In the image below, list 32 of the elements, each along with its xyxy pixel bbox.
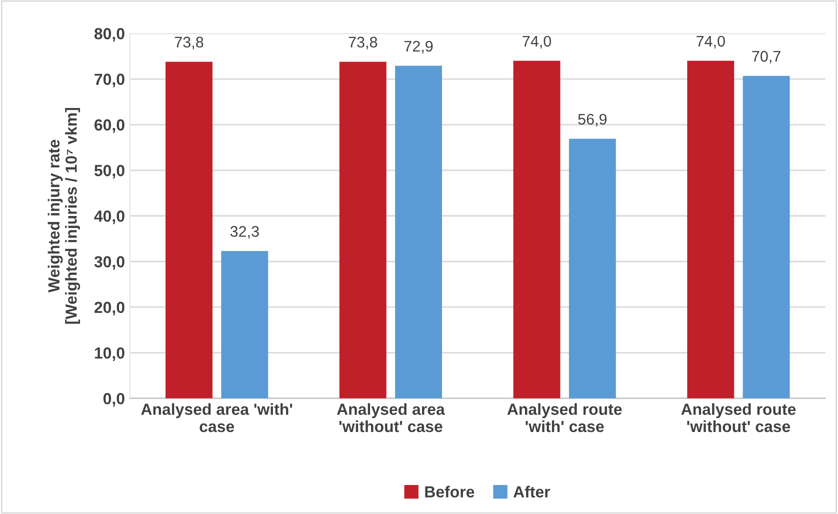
y-tick-label: 20,0 (94, 302, 124, 316)
x-tick-label: Analysed route 'without' case (681, 403, 796, 432)
data-label: 74,0 (696, 36, 725, 48)
y-tick-label: 50,0 (94, 164, 124, 179)
bar (166, 62, 212, 398)
data-label: 70,7 (752, 50, 780, 64)
y-axis-title: Weighted injury rate [Weighted injuries / 10⁷ vkm] (48, 108, 80, 324)
y-tick-label: 10,0 (94, 347, 124, 361)
bar (221, 251, 268, 398)
y-tick-label: 80,0 (94, 28, 124, 42)
y-tick-label: 60,0 (94, 119, 124, 133)
legend-label: Before (425, 486, 474, 498)
bar (742, 76, 790, 398)
bar (513, 60, 560, 398)
data-label: 56,9 (578, 114, 607, 126)
y-tick-label: 40,0 (94, 210, 124, 224)
data-label: 73,8 (348, 36, 378, 50)
y-tick-label: 70,0 (94, 74, 124, 88)
y-tick-label: 0,0 (103, 392, 124, 407)
bar (395, 66, 442, 398)
x-tick-label: Analysed area 'with' case (141, 403, 292, 432)
bar (339, 62, 386, 398)
data-label: 72,9 (404, 40, 433, 54)
legend-label: After (513, 486, 550, 498)
data-label: 74,0 (522, 36, 552, 48)
data-label: 32,3 (230, 226, 259, 239)
x-tick-label: Analysed area 'without' case (336, 403, 445, 432)
y-tick-label: 30,0 (94, 256, 124, 270)
x-tick-label: Analysed route 'with' case (507, 403, 622, 432)
bar (687, 60, 734, 398)
bar (568, 138, 616, 398)
data-label: 73,8 (174, 36, 204, 50)
